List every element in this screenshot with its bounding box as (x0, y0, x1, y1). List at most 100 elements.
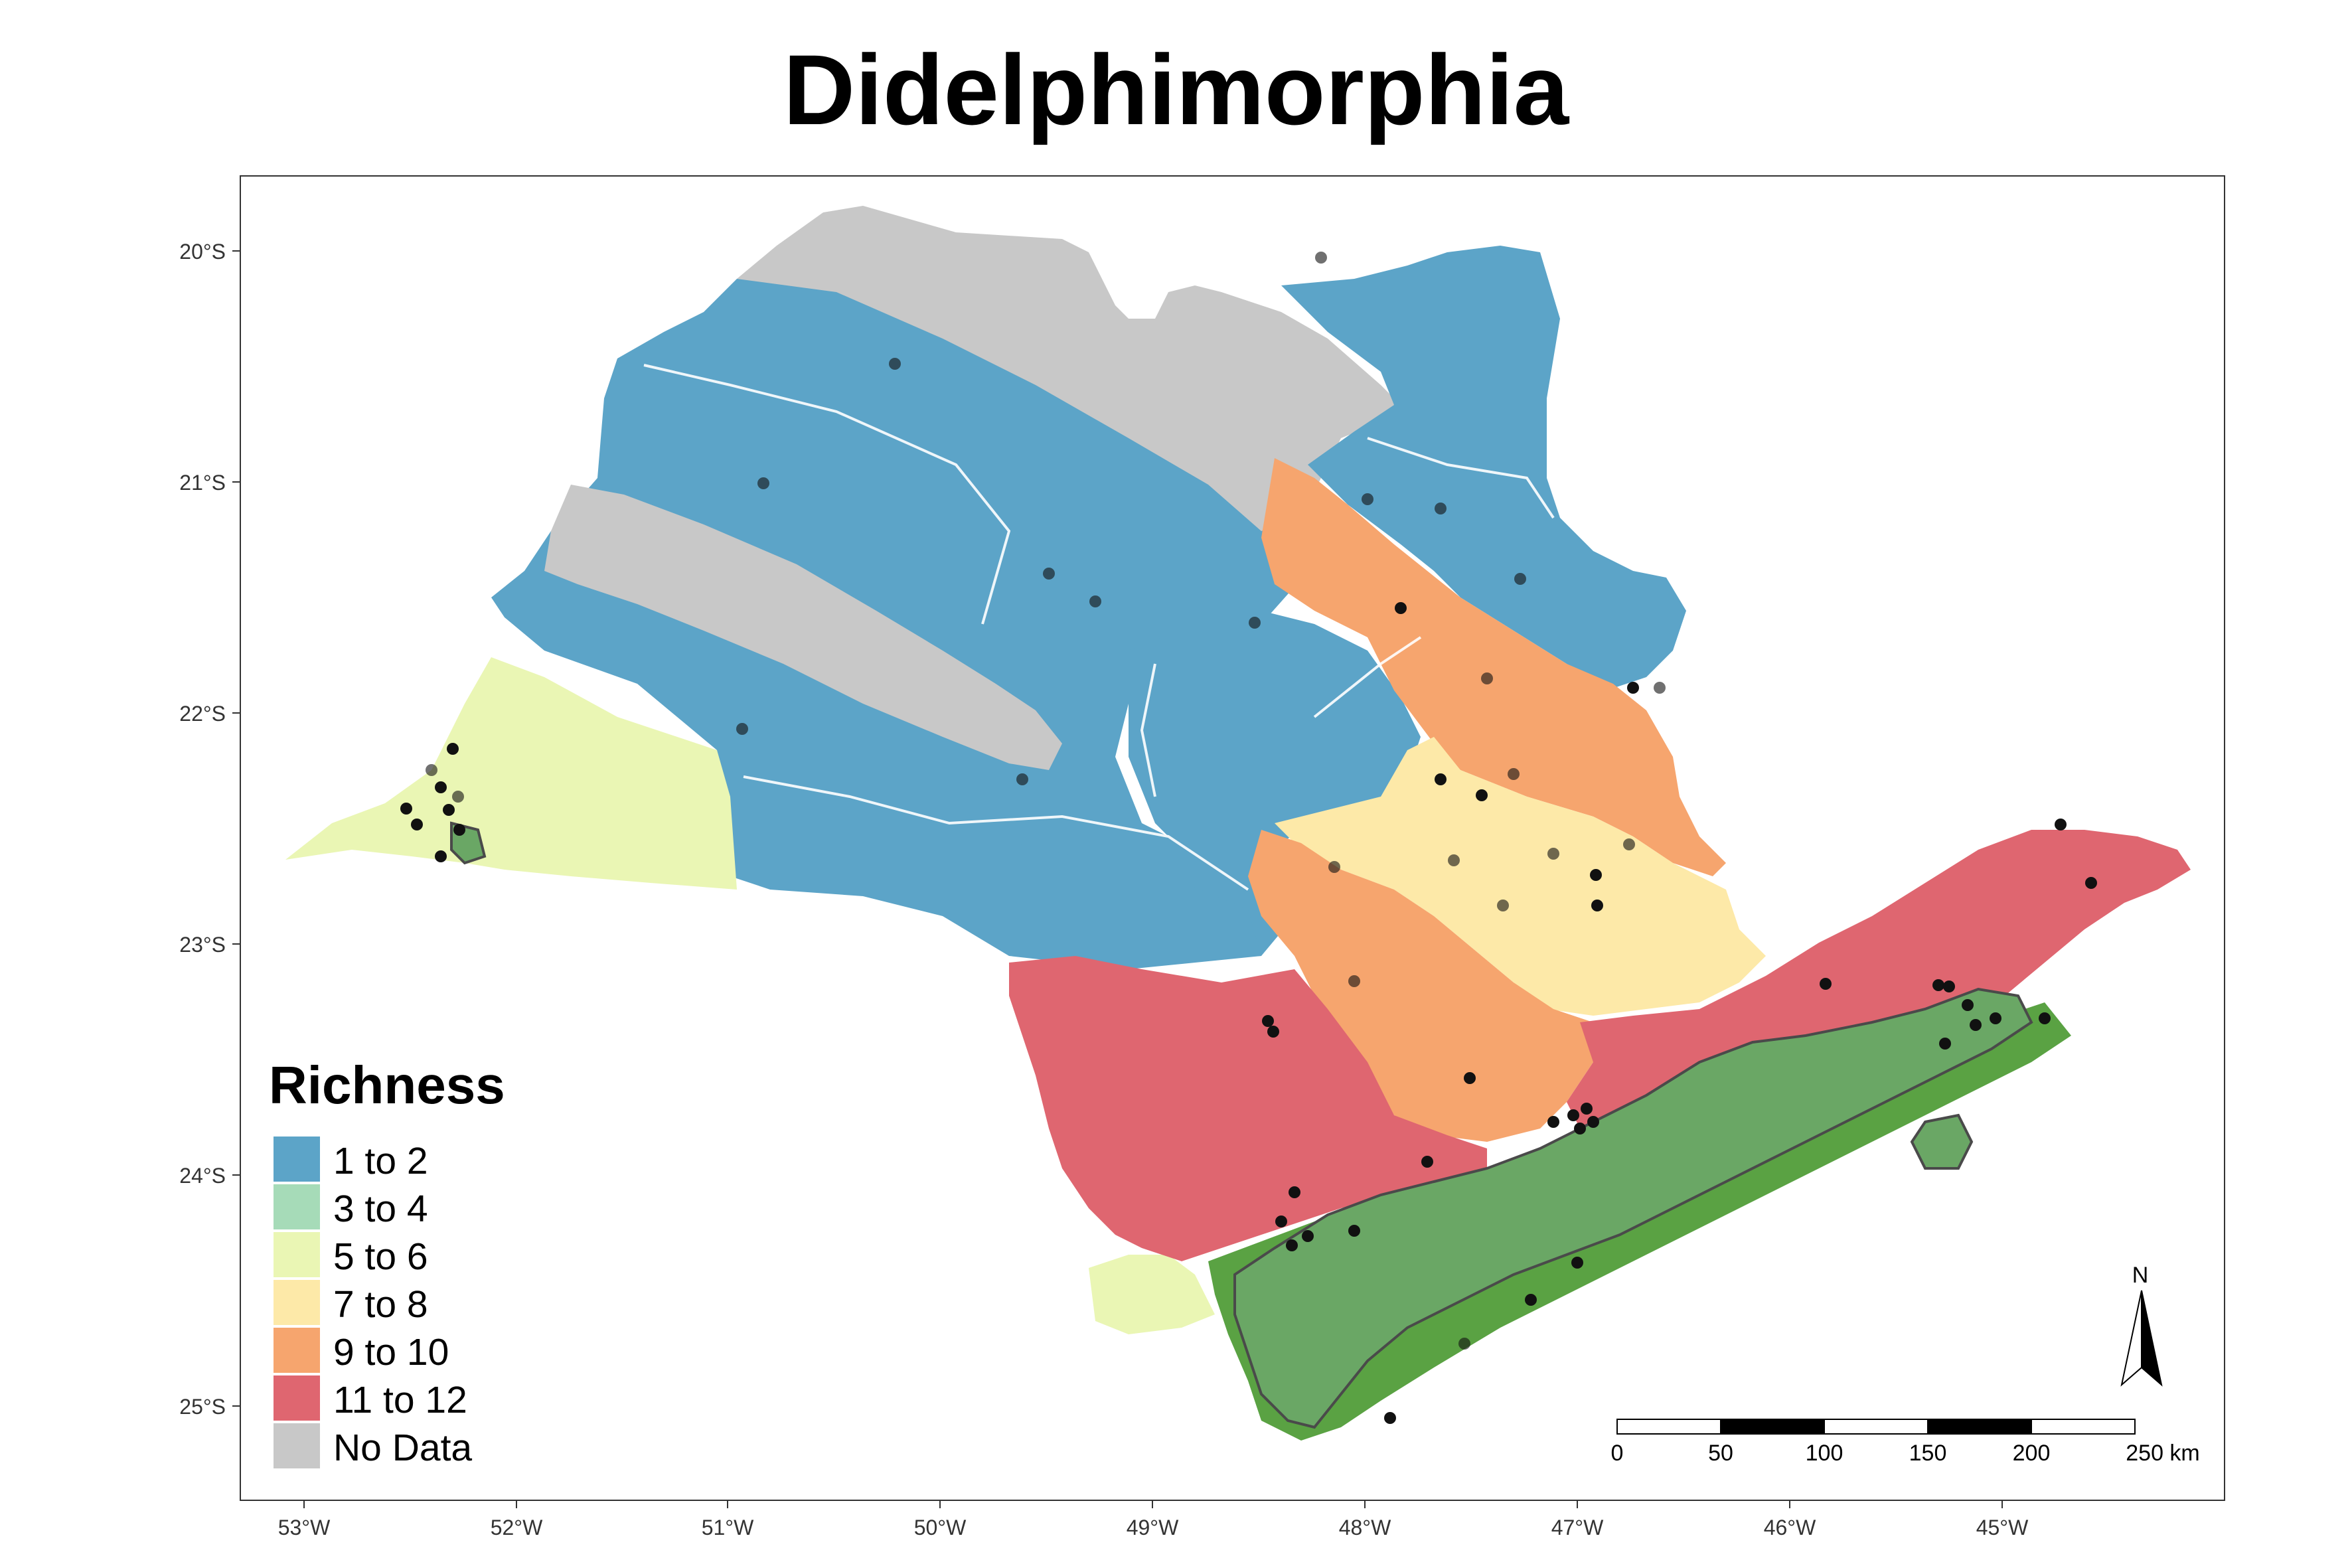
occurrence-point (2039, 1012, 2051, 1024)
occurrence-point (1262, 1015, 1274, 1027)
occurrence-point (1571, 1257, 1583, 1269)
lat-label: 20°S (179, 240, 226, 264)
basin-boundaries (643, 364, 1555, 891)
occurrence-point (411, 819, 423, 830)
boundary-line-5 (1313, 636, 1422, 718)
lon-label: 45°W (1976, 1516, 2029, 1539)
occurrence-point (889, 358, 901, 370)
occurrence-point (1574, 1123, 1586, 1135)
region-richness-1-2-center (1129, 611, 1421, 890)
boundary-line-3 (1140, 663, 1156, 797)
protected-area-coastal (1233, 987, 2033, 1429)
occurrence-point (1962, 999, 1974, 1011)
occurrence-point (1508, 768, 1520, 780)
occurrence-point (400, 803, 412, 815)
occurrence-point (1581, 1103, 1593, 1115)
occurrence-point (452, 791, 464, 803)
scale-label: 100 (1806, 1441, 1843, 1466)
occurrence-point (1547, 1116, 1559, 1128)
occurrence-point (1476, 789, 1488, 801)
north-arrow-label: N (2132, 1263, 2149, 1288)
occurrence-point (1458, 1338, 1470, 1350)
occurrence-point (443, 804, 455, 816)
lon-label: 46°W (1764, 1516, 1816, 1539)
legend-title: Richness (269, 1056, 505, 1115)
lon-label: 49°W (1127, 1516, 1179, 1539)
boundary-line-1 (643, 364, 1011, 625)
protected-area-island (1910, 1113, 1974, 1170)
legend-label: No Data (333, 1427, 472, 1469)
scale-segment (1824, 1419, 1928, 1435)
scale-label: 50 (1708, 1441, 1733, 1466)
scale-label: 150 (1909, 1441, 1947, 1466)
occurrence-point (1328, 861, 1340, 873)
lon-label: 52°W (491, 1516, 543, 1539)
occurrence-point (1043, 568, 1055, 580)
occurrence-point (1567, 1109, 1579, 1121)
latitude-axis (232, 250, 240, 1407)
occurrence-point (1481, 672, 1493, 684)
region-richness-9-10-north (1261, 458, 1726, 876)
occurrence-point (1275, 1215, 1287, 1227)
occurrence-point (1362, 493, 1373, 505)
occurrence-point (1623, 838, 1635, 850)
lon-label: 50°W (914, 1516, 967, 1539)
occurrence-point (1267, 1026, 1279, 1038)
occurrence-point (1497, 900, 1509, 911)
occurrence-point (1435, 503, 1447, 514)
scale-labels: 0 50 100 150 200 250 km (1611, 1441, 2200, 1466)
occurrence-point (736, 723, 748, 735)
occurrence-point (1943, 980, 1955, 992)
occurrence-point (1384, 1412, 1396, 1424)
legend-label: 1 to 2 (333, 1140, 428, 1182)
lon-label: 51°W (702, 1516, 754, 1539)
occurrence-point (1514, 573, 1526, 585)
lat-label: 24°S (179, 1164, 226, 1188)
occurrence-point (1970, 1019, 1982, 1031)
legend-swatch-11-12 (274, 1375, 320, 1421)
occurrence-point (1348, 975, 1360, 987)
region-richness-9-10-south (1248, 830, 1593, 1142)
boundary-line-4 (1367, 437, 1555, 519)
occurrence-point (1939, 1038, 1951, 1050)
occurrence-point (1590, 869, 1602, 881)
occurrence-point (1302, 1230, 1314, 1242)
protected-areas (450, 821, 2033, 1429)
occurrence-point (1525, 1294, 1537, 1306)
lon-label: 48°W (1339, 1516, 1391, 1539)
legend-label: 9 to 10 (333, 1331, 449, 1373)
region-richness-1-2-west (491, 269, 1314, 963)
region-no-data-middle (544, 485, 1062, 770)
occurrence-point (1289, 1186, 1300, 1198)
occurrence-point (447, 743, 459, 755)
occurrence-point (1348, 1225, 1360, 1237)
scale-label: 250 km (2126, 1441, 2200, 1466)
scale-segment (1720, 1419, 1825, 1435)
occurrence-point (1464, 1072, 1476, 1084)
region-richness-7-8 (1275, 737, 1766, 1016)
occurrence-point (1016, 773, 1028, 785)
scale-segment (1616, 1419, 1721, 1435)
occurrence-point (1820, 978, 1832, 990)
occurrence-point (1587, 1116, 1599, 1128)
occurrence-point (1315, 252, 1327, 264)
region-no-data-north (737, 206, 1407, 531)
occurrence-point (1089, 595, 1101, 607)
north-arrow-right-half (2141, 1290, 2163, 1387)
scale-bar (1616, 1419, 2136, 1435)
occurrence-points (400, 252, 2097, 1424)
occurrence-point (2055, 819, 2067, 830)
legend-label: 7 to 8 (333, 1283, 428, 1326)
longitude-axis (303, 1500, 2003, 1508)
lat-label: 23°S (179, 933, 226, 957)
longitude-labels: 53°W 52°W 51°W 50°W 49°W 48°W 47°W 46°W … (278, 1516, 2029, 1539)
legend-swatch-1-2 (274, 1137, 320, 1182)
region-richness-5-6-west (285, 657, 737, 890)
legend-label: 11 to 12 (333, 1379, 467, 1421)
latitude-labels: 20°S 21°S 22°S 23°S 24°S 25°S (179, 240, 226, 1419)
legend-swatch-5-6 (274, 1232, 320, 1277)
occurrence-point (1591, 900, 1603, 911)
occurrence-point (1395, 602, 1407, 614)
occurrence-point (1249, 617, 1261, 629)
